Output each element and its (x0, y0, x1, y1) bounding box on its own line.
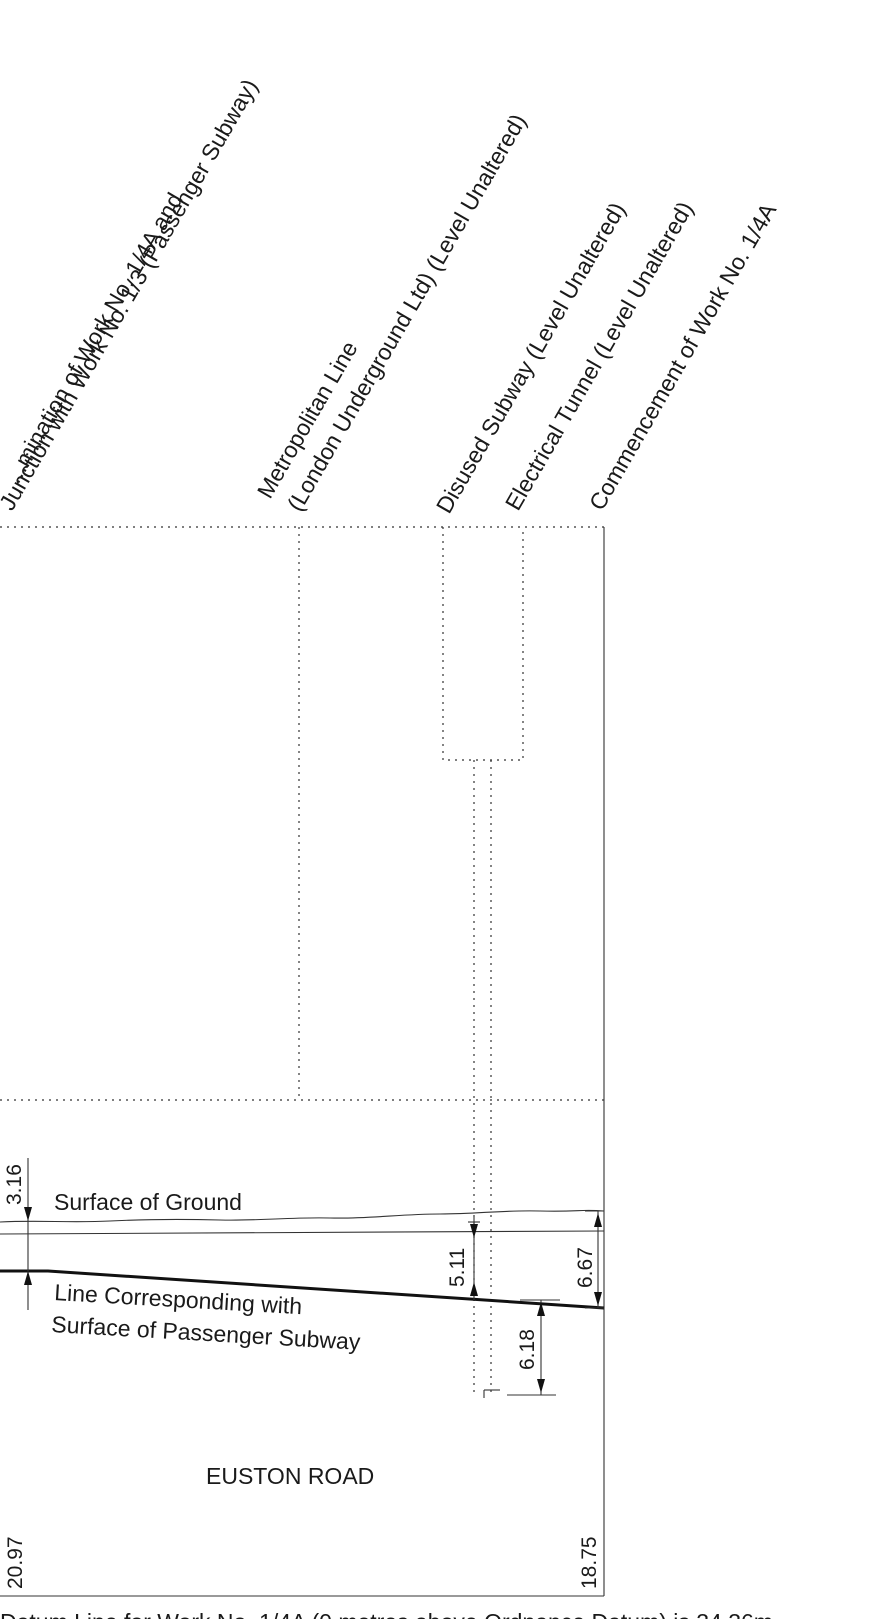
right-level-value: 18.75 (578, 1536, 601, 1589)
left-level-value: 20.97 (4, 1536, 27, 1589)
datum-note: Datum Line for Work No. 1/4A (0 metres a… (0, 1609, 773, 1619)
dimension-right-depth (585, 1210, 604, 1309)
passenger-subway-label-line2: Surface of Passenger Subway (51, 1311, 362, 1355)
termination-label-line2: Junction with Work No. 1/3 (Passenger Su… (0, 75, 263, 515)
surface-of-ground-label: Surface of Ground (54, 1189, 242, 1215)
passenger-subway-surface-line (0, 1269, 605, 1310)
right-depth-value: 6.67 (574, 1247, 597, 1288)
disused-subway-outline (442, 527, 524, 761)
lower-depth-value: 6.18 (516, 1329, 539, 1370)
mid-depth-value: 5.11 (446, 1248, 469, 1287)
reference-line (0, 1230, 605, 1235)
dimension-left-depth (24, 1158, 32, 1310)
dimension-lower-depth (520, 1299, 560, 1395)
dimension-mid-depth (468, 1217, 480, 1300)
left-depth-value: 3.16 (3, 1164, 26, 1205)
metropolitan-label-line2: (London Underground Ltd) (Level Unaltere… (282, 109, 531, 515)
road-label: EUSTON ROAD (206, 1463, 374, 1489)
surface-of-ground-line (0, 1209, 605, 1223)
